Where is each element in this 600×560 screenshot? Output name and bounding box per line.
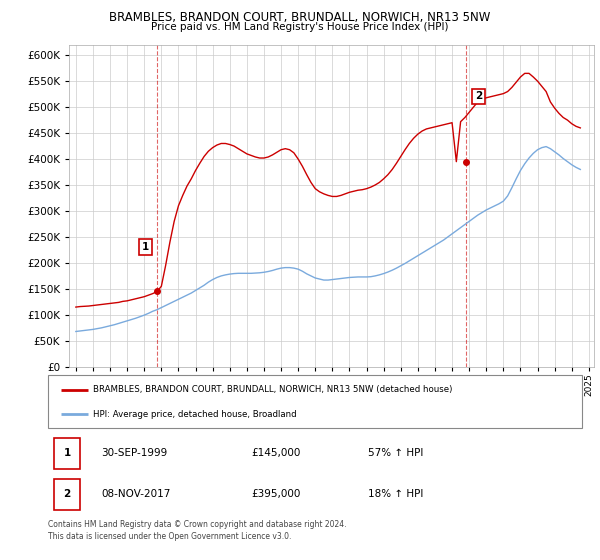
Bar [55,479,80,510]
Text: 08-NOV-2017: 08-NOV-2017 [101,489,171,499]
Text: BRAMBLES, BRANDON COURT, BRUNDALL, NORWICH, NR13 5NW (detached house): BRAMBLES, BRANDON COURT, BRUNDALL, NORWI… [94,385,453,394]
Text: 2: 2 [475,91,482,101]
Text: This data is licensed under the Open Government Licence v3.0.: This data is licensed under the Open Gov… [48,532,292,541]
Text: Price paid vs. HM Land Registry's House Price Index (HPI): Price paid vs. HM Land Registry's House … [151,22,449,32]
Text: 18% ↑ HPI: 18% ↑ HPI [368,489,424,499]
Text: Contains HM Land Registry data © Crown copyright and database right 2024.: Contains HM Land Registry data © Crown c… [48,520,347,529]
Text: HPI: Average price, detached house, Broadland: HPI: Average price, detached house, Broa… [94,409,297,418]
Text: 30-SEP-1999: 30-SEP-1999 [101,449,167,459]
Text: 1: 1 [142,242,149,252]
Bar [55,438,80,469]
Text: 57% ↑ HPI: 57% ↑ HPI [368,449,424,459]
Text: £145,000: £145,000 [251,449,300,459]
Text: 2: 2 [64,489,71,499]
Text: 1: 1 [64,449,71,459]
Text: BRAMBLES, BRANDON COURT, BRUNDALL, NORWICH, NR13 5NW: BRAMBLES, BRANDON COURT, BRUNDALL, NORWI… [109,11,491,24]
Text: £395,000: £395,000 [251,489,300,499]
